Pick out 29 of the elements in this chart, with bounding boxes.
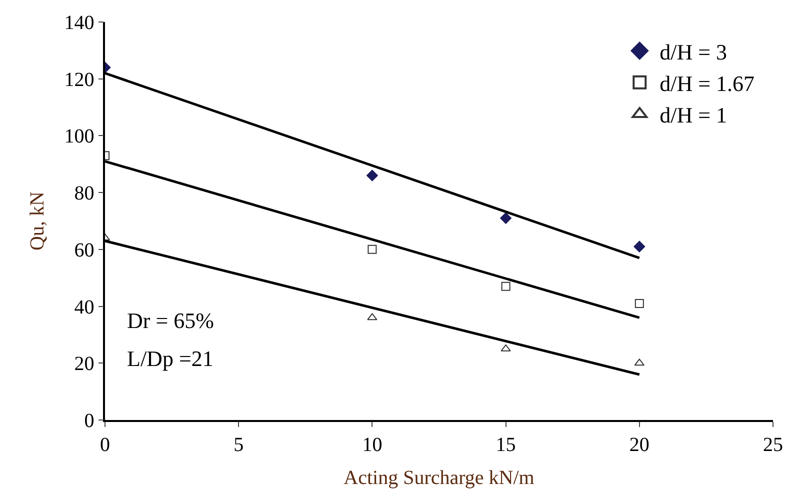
annotation: L/Dp =21 xyxy=(127,346,214,371)
x-tick-label: 0 xyxy=(100,434,110,456)
y-tick-label: 40 xyxy=(74,296,94,318)
point xyxy=(500,212,512,224)
y-tick-label: 0 xyxy=(84,410,94,432)
annotation: Dr = 65% xyxy=(127,308,214,333)
x-tick-label: 5 xyxy=(234,434,244,456)
x-tick-label: 20 xyxy=(629,434,650,456)
x-axis-title: Acting Surcharge kN/m xyxy=(344,466,535,489)
point xyxy=(366,170,378,182)
y-tick-label: 120 xyxy=(64,68,94,91)
y-tick-label: 140 xyxy=(64,12,94,34)
legend-label: d/H = 3 xyxy=(660,39,728,64)
y-tick-label: 60 xyxy=(74,239,94,262)
x-tick-label: 10 xyxy=(362,434,382,456)
y-tick-label: 100 xyxy=(64,126,94,148)
y-tick-label: 80 xyxy=(74,182,94,205)
x-tick-label: 25 xyxy=(763,434,783,456)
point xyxy=(501,282,510,291)
y-tick-label: 20 xyxy=(74,353,94,376)
legend-label: d/H = 1.67 xyxy=(660,70,755,96)
point xyxy=(368,244,377,254)
x-tick-label: 15 xyxy=(496,434,516,456)
point xyxy=(367,313,378,320)
legend-label: d/H = 1 xyxy=(660,102,728,128)
point xyxy=(634,298,644,308)
y-axis-title: Qu, kN xyxy=(26,192,48,250)
point xyxy=(500,344,511,352)
point xyxy=(634,240,646,252)
